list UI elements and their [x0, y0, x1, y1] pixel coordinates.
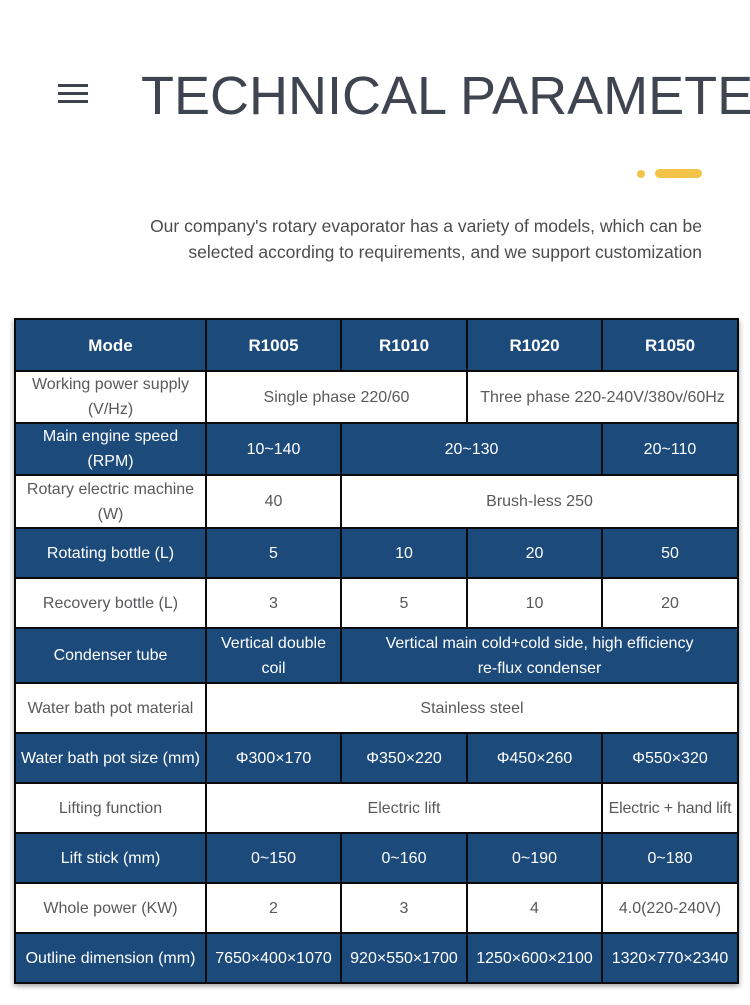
- row-value: 40: [205, 474, 342, 529]
- row-value: 50: [601, 527, 739, 579]
- row-whole-power: Whole power (KW) 2 3 4 4.0(220-240V): [14, 882, 739, 934]
- row-value: 5: [205, 527, 342, 579]
- hamburger-menu-icon: [58, 84, 88, 103]
- row-condenser-tube: Condenser tube Vertical double coil Vert…: [14, 627, 739, 684]
- row-value: Single phase 220/60: [205, 370, 468, 424]
- table-header-row: Mode R1005 R1010 R1020 R1050: [14, 318, 739, 372]
- accent-dot: [637, 170, 645, 178]
- row-label: Working power supply (V/Hz): [14, 370, 207, 424]
- row-value: 10: [466, 577, 603, 629]
- row-value: Vertical main cold+cold side, high effic…: [340, 627, 739, 684]
- row-value: 10: [340, 527, 468, 579]
- row-label: Rotary electric machine (W): [14, 474, 207, 529]
- column-header-r1010: R1010: [340, 318, 468, 372]
- row-value: 4.0(220-240V): [601, 882, 739, 934]
- menu-bar: [58, 100, 88, 103]
- row-value: Vertical double coil: [205, 627, 342, 684]
- row-value: 1250×600×2100: [466, 932, 603, 984]
- row-value: Electric + hand lift: [601, 782, 739, 834]
- row-label: Water bath pot size (mm): [14, 732, 207, 784]
- row-label: Lift stick (mm): [14, 832, 207, 884]
- row-water-bath-pot-size: Water bath pot size (mm) Φ300×170 Φ350×2…: [14, 732, 739, 784]
- row-value: 20: [466, 527, 603, 579]
- row-value: 0~160: [340, 832, 468, 884]
- row-value: 2: [205, 882, 342, 934]
- column-header-r1005: R1005: [205, 318, 342, 372]
- row-water-bath-pot-material: Water bath pot material Stainless steel: [14, 682, 739, 734]
- row-label: Whole power (KW): [14, 882, 207, 934]
- row-value: 0~150: [205, 832, 342, 884]
- row-label: Rotating bottle (L): [14, 527, 207, 579]
- row-value: 3: [205, 577, 342, 629]
- row-value: 10~140: [205, 422, 342, 476]
- row-value: 20~110: [601, 422, 739, 476]
- row-value: 7650×400×1070: [205, 932, 342, 984]
- row-value: Three phase 220-240V/380v/60Hz: [466, 370, 739, 424]
- row-outline-dimension: Outline dimension (mm) 7650×400×1070 920…: [14, 932, 739, 984]
- row-label: Outline dimension (mm): [14, 932, 207, 984]
- menu-bar: [58, 92, 88, 95]
- row-value: 0~190: [466, 832, 603, 884]
- row-value: Electric lift: [205, 782, 603, 834]
- row-label: Recovery bottle (L): [14, 577, 207, 629]
- row-label: Water bath pot material: [14, 682, 207, 734]
- column-header-mode: Mode: [14, 318, 207, 372]
- row-value: Φ300×170: [205, 732, 342, 784]
- page-subtitle: Our company's rotary evaporator has a va…: [150, 216, 702, 262]
- row-value: Stainless steel: [205, 682, 739, 734]
- row-main-engine-speed: Main engine speed (RPM) 10~140 20~130 20…: [14, 422, 739, 476]
- row-lift-stick: Lift stick (mm) 0~150 0~160 0~190 0~180: [14, 832, 739, 884]
- row-working-power-supply: Working power supply (V/Hz) Single phase…: [14, 370, 739, 424]
- row-value: Φ350×220: [340, 732, 468, 784]
- row-value: 4: [466, 882, 603, 934]
- row-rotary-electric-machine: Rotary electric machine (W) 40 Brush-les…: [14, 474, 739, 529]
- row-value: Φ550×320: [601, 732, 739, 784]
- row-value: Brush-less 250: [340, 474, 739, 529]
- column-header-r1050: R1050: [601, 318, 739, 372]
- row-value: 920×550×1700: [340, 932, 468, 984]
- accent-dash: [655, 169, 702, 178]
- row-value: 3: [340, 882, 468, 934]
- row-label: Lifting function: [14, 782, 207, 834]
- spec-table: Mode R1005 R1010 R1020 R1050 Working pow…: [14, 318, 739, 984]
- row-value: 0~180: [601, 832, 739, 884]
- column-header-r1020: R1020: [466, 318, 603, 372]
- row-value: 20: [601, 577, 739, 629]
- page-title: TECHNICAL PARAMETER: [141, 66, 750, 126]
- menu-bar: [58, 84, 88, 87]
- row-value: Φ450×260: [466, 732, 603, 784]
- row-recovery-bottle: Recovery bottle (L) 3 5 10 20: [14, 577, 739, 629]
- row-rotating-bottle: Rotating bottle (L) 5 10 20 50: [14, 527, 739, 579]
- row-value: 5: [340, 577, 468, 629]
- row-value: 1320×770×2340: [601, 932, 739, 984]
- row-label: Condenser tube: [14, 627, 207, 684]
- row-label: Main engine speed (RPM): [14, 422, 207, 476]
- row-lifting-function: Lifting function Electric lift Electric …: [14, 782, 739, 834]
- row-value: 20~130: [340, 422, 603, 476]
